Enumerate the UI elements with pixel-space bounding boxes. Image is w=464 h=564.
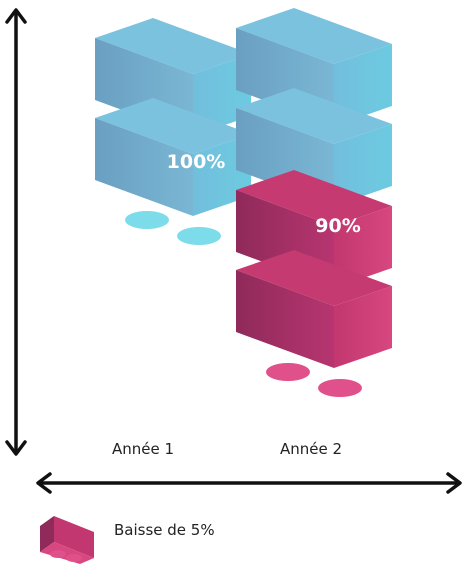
data-label-2: 90% [315, 215, 360, 237]
y-axis-arrow [5, 8, 27, 456]
legend-brick-icon [40, 516, 94, 564]
x-tick-label-year-2: Année 2 [280, 440, 343, 458]
data-label-1: 100% [167, 151, 226, 173]
bar-year-2-brick-bottom [236, 250, 392, 397]
legend-label: Baisse de 5% [114, 521, 215, 539]
x-tick-label-year-1: Année 1 [112, 440, 175, 458]
x-axis-arrow [36, 472, 462, 494]
